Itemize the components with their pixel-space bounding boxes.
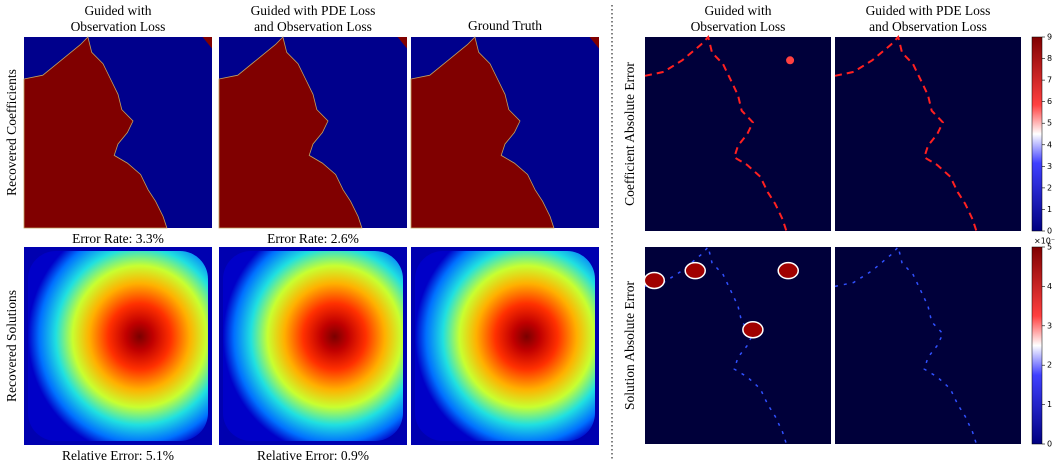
error-trace <box>834 34 978 232</box>
column-title: and Observation Loss <box>869 19 987 34</box>
column-title: Observation Loss <box>71 19 166 34</box>
colorbar: 0 1 2 3 4 5×10⁻⁴ <box>1031 237 1055 449</box>
error-caption: Error Rate: 2.6% <box>267 231 359 246</box>
colorbar-scale-label: ×10⁻⁴ <box>1034 237 1055 246</box>
colorbar: 0 1 2 3 4 5 6 7 8 9 <box>1031 33 1052 236</box>
error-blob <box>643 271 666 290</box>
colorbar-tick-label: 8 <box>1047 54 1052 63</box>
error-map <box>835 37 1021 231</box>
coefficient-region <box>218 36 363 229</box>
error-map <box>645 247 831 444</box>
error-trace <box>644 245 788 445</box>
error-caption: Relative Error: 5.1% <box>62 448 174 463</box>
error-map <box>835 247 1021 444</box>
solution-map <box>415 251 595 441</box>
error-caption: Relative Error: 0.9% <box>257 448 369 463</box>
coefficient-corner <box>589 37 599 49</box>
colorbar-tick-label: 1 <box>1047 205 1052 214</box>
colorbar-tick-label: 0 <box>1047 440 1052 449</box>
colorbar-tick-label: 3 <box>1047 162 1052 171</box>
solution-map <box>223 251 403 441</box>
column-title: Guided with <box>704 3 771 18</box>
colorbar-tick-label: 2 <box>1047 361 1052 370</box>
colorbar-scale <box>1031 36 1043 232</box>
colorbar-tick-label: 4 <box>1047 140 1052 149</box>
colorbar-tick-label: 5 <box>1047 243 1052 252</box>
column-title: Ground Truth <box>468 18 542 33</box>
coefficient-corner <box>202 37 212 49</box>
error-trace <box>644 34 788 232</box>
error-caption: Error Rate: 3.3% <box>72 231 164 246</box>
error-blob <box>684 261 706 280</box>
column-title: Observation Loss <box>691 19 786 34</box>
row-label: Recovered Coefficients <box>4 69 19 196</box>
colorbar-tick-label: 2 <box>1047 183 1052 192</box>
error-map <box>645 37 831 231</box>
colorbar-tick-label: 7 <box>1047 76 1052 85</box>
colorbar-scale <box>1031 246 1043 445</box>
error-blob <box>786 56 795 65</box>
error-blob <box>777 261 799 280</box>
column-title: Guided with <box>84 3 151 18</box>
row-label: Solution Absolute Error <box>622 281 637 410</box>
colorbar-tick-label: 5 <box>1047 119 1052 128</box>
coefficient-region <box>410 36 555 229</box>
column-title: Guided with PDE Loss <box>251 3 376 18</box>
colorbar-tick-label: 9 <box>1047 33 1052 42</box>
column-title: and Observation Loss <box>254 19 372 34</box>
error-blob <box>742 320 764 339</box>
colorbar-tick-label: 1 <box>1047 400 1052 409</box>
colorbar-tick-label: 6 <box>1047 97 1052 106</box>
row-label: Recovered Solutions <box>4 290 19 402</box>
row-label: Coefficient Absolute Error <box>622 62 637 206</box>
colorbar-tick-label: 3 <box>1047 321 1052 330</box>
colorbar-tick-label: 4 <box>1047 282 1052 291</box>
error-trace <box>834 245 978 445</box>
coefficient-corner <box>397 37 407 49</box>
colorbar-tick-label: 0 <box>1047 227 1052 236</box>
solution-map <box>28 251 208 441</box>
column-title: Guided with PDE Loss <box>866 3 991 18</box>
coefficient-region <box>23 36 168 229</box>
